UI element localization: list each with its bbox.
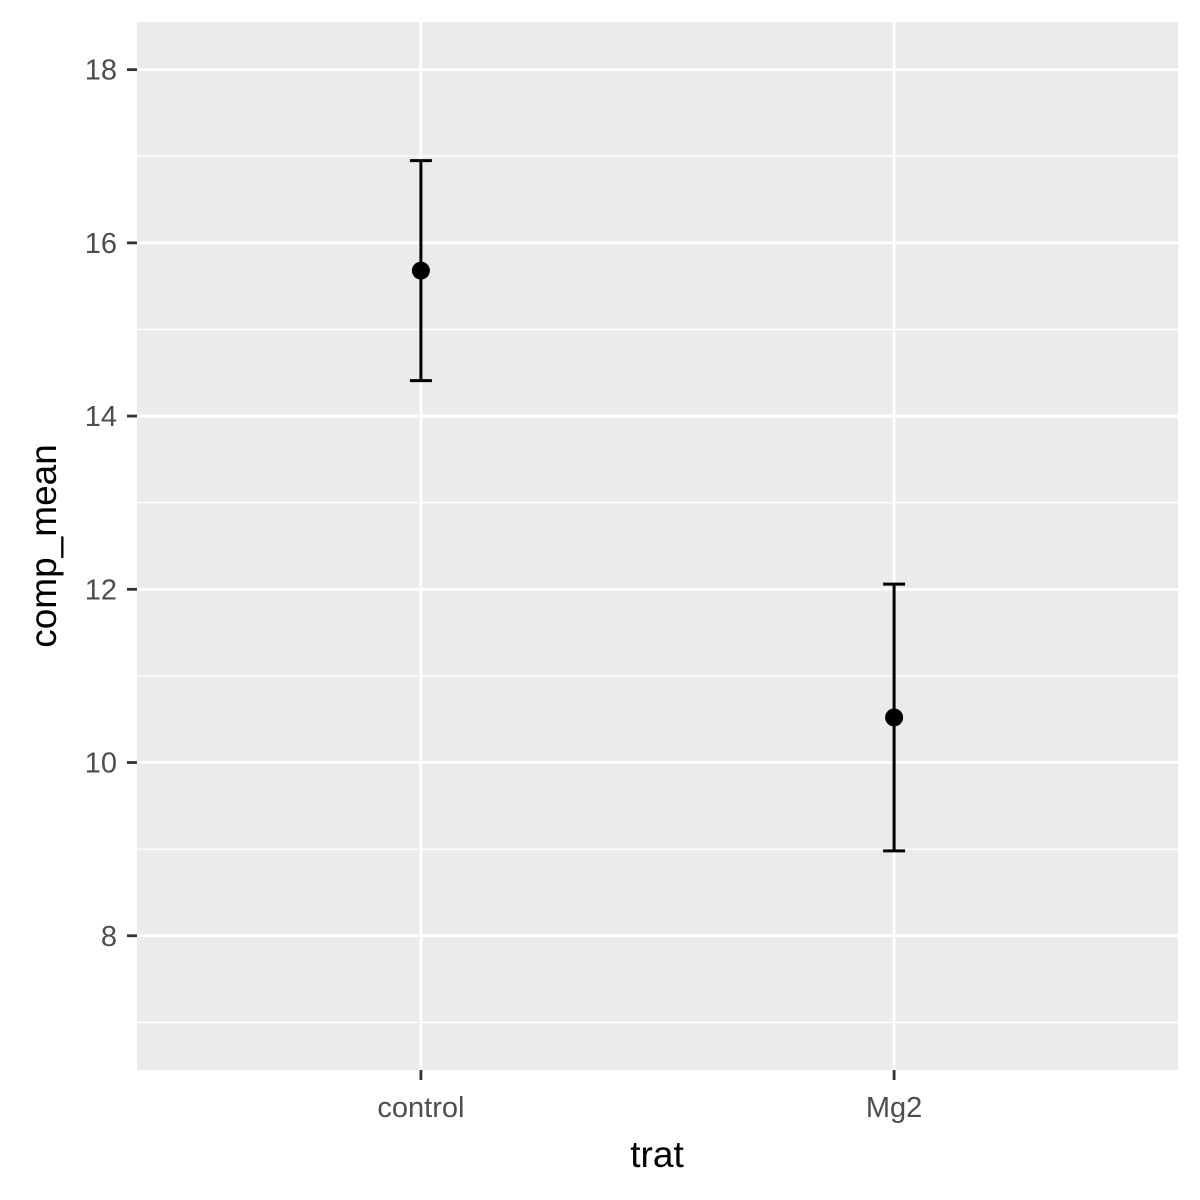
y-tick-label: 10: [85, 748, 117, 780]
x-tick-label: control: [377, 1092, 464, 1124]
y-tick-label: 16: [85, 228, 117, 260]
data-point: [411, 261, 430, 280]
panel-background: [137, 22, 1178, 1070]
x-axis: control Mg2: [377, 1070, 922, 1124]
data-marks: [409, 159, 906, 853]
y-tick-label: 8: [101, 921, 117, 953]
grid-minor: [137, 155, 1178, 1024]
x-tick-label: Mg2: [866, 1092, 922, 1124]
x-axis-title: trat: [630, 1134, 684, 1175]
grid-major: [137, 22, 1178, 1070]
y-axis: 8 10 12 14 16 18: [85, 55, 137, 953]
y-axis-title: comp_mean: [23, 444, 64, 648]
data-point: [885, 708, 904, 727]
y-tick-label: 12: [85, 574, 117, 606]
y-tick-label: 18: [85, 55, 117, 87]
y-tick-label: 14: [85, 401, 117, 433]
